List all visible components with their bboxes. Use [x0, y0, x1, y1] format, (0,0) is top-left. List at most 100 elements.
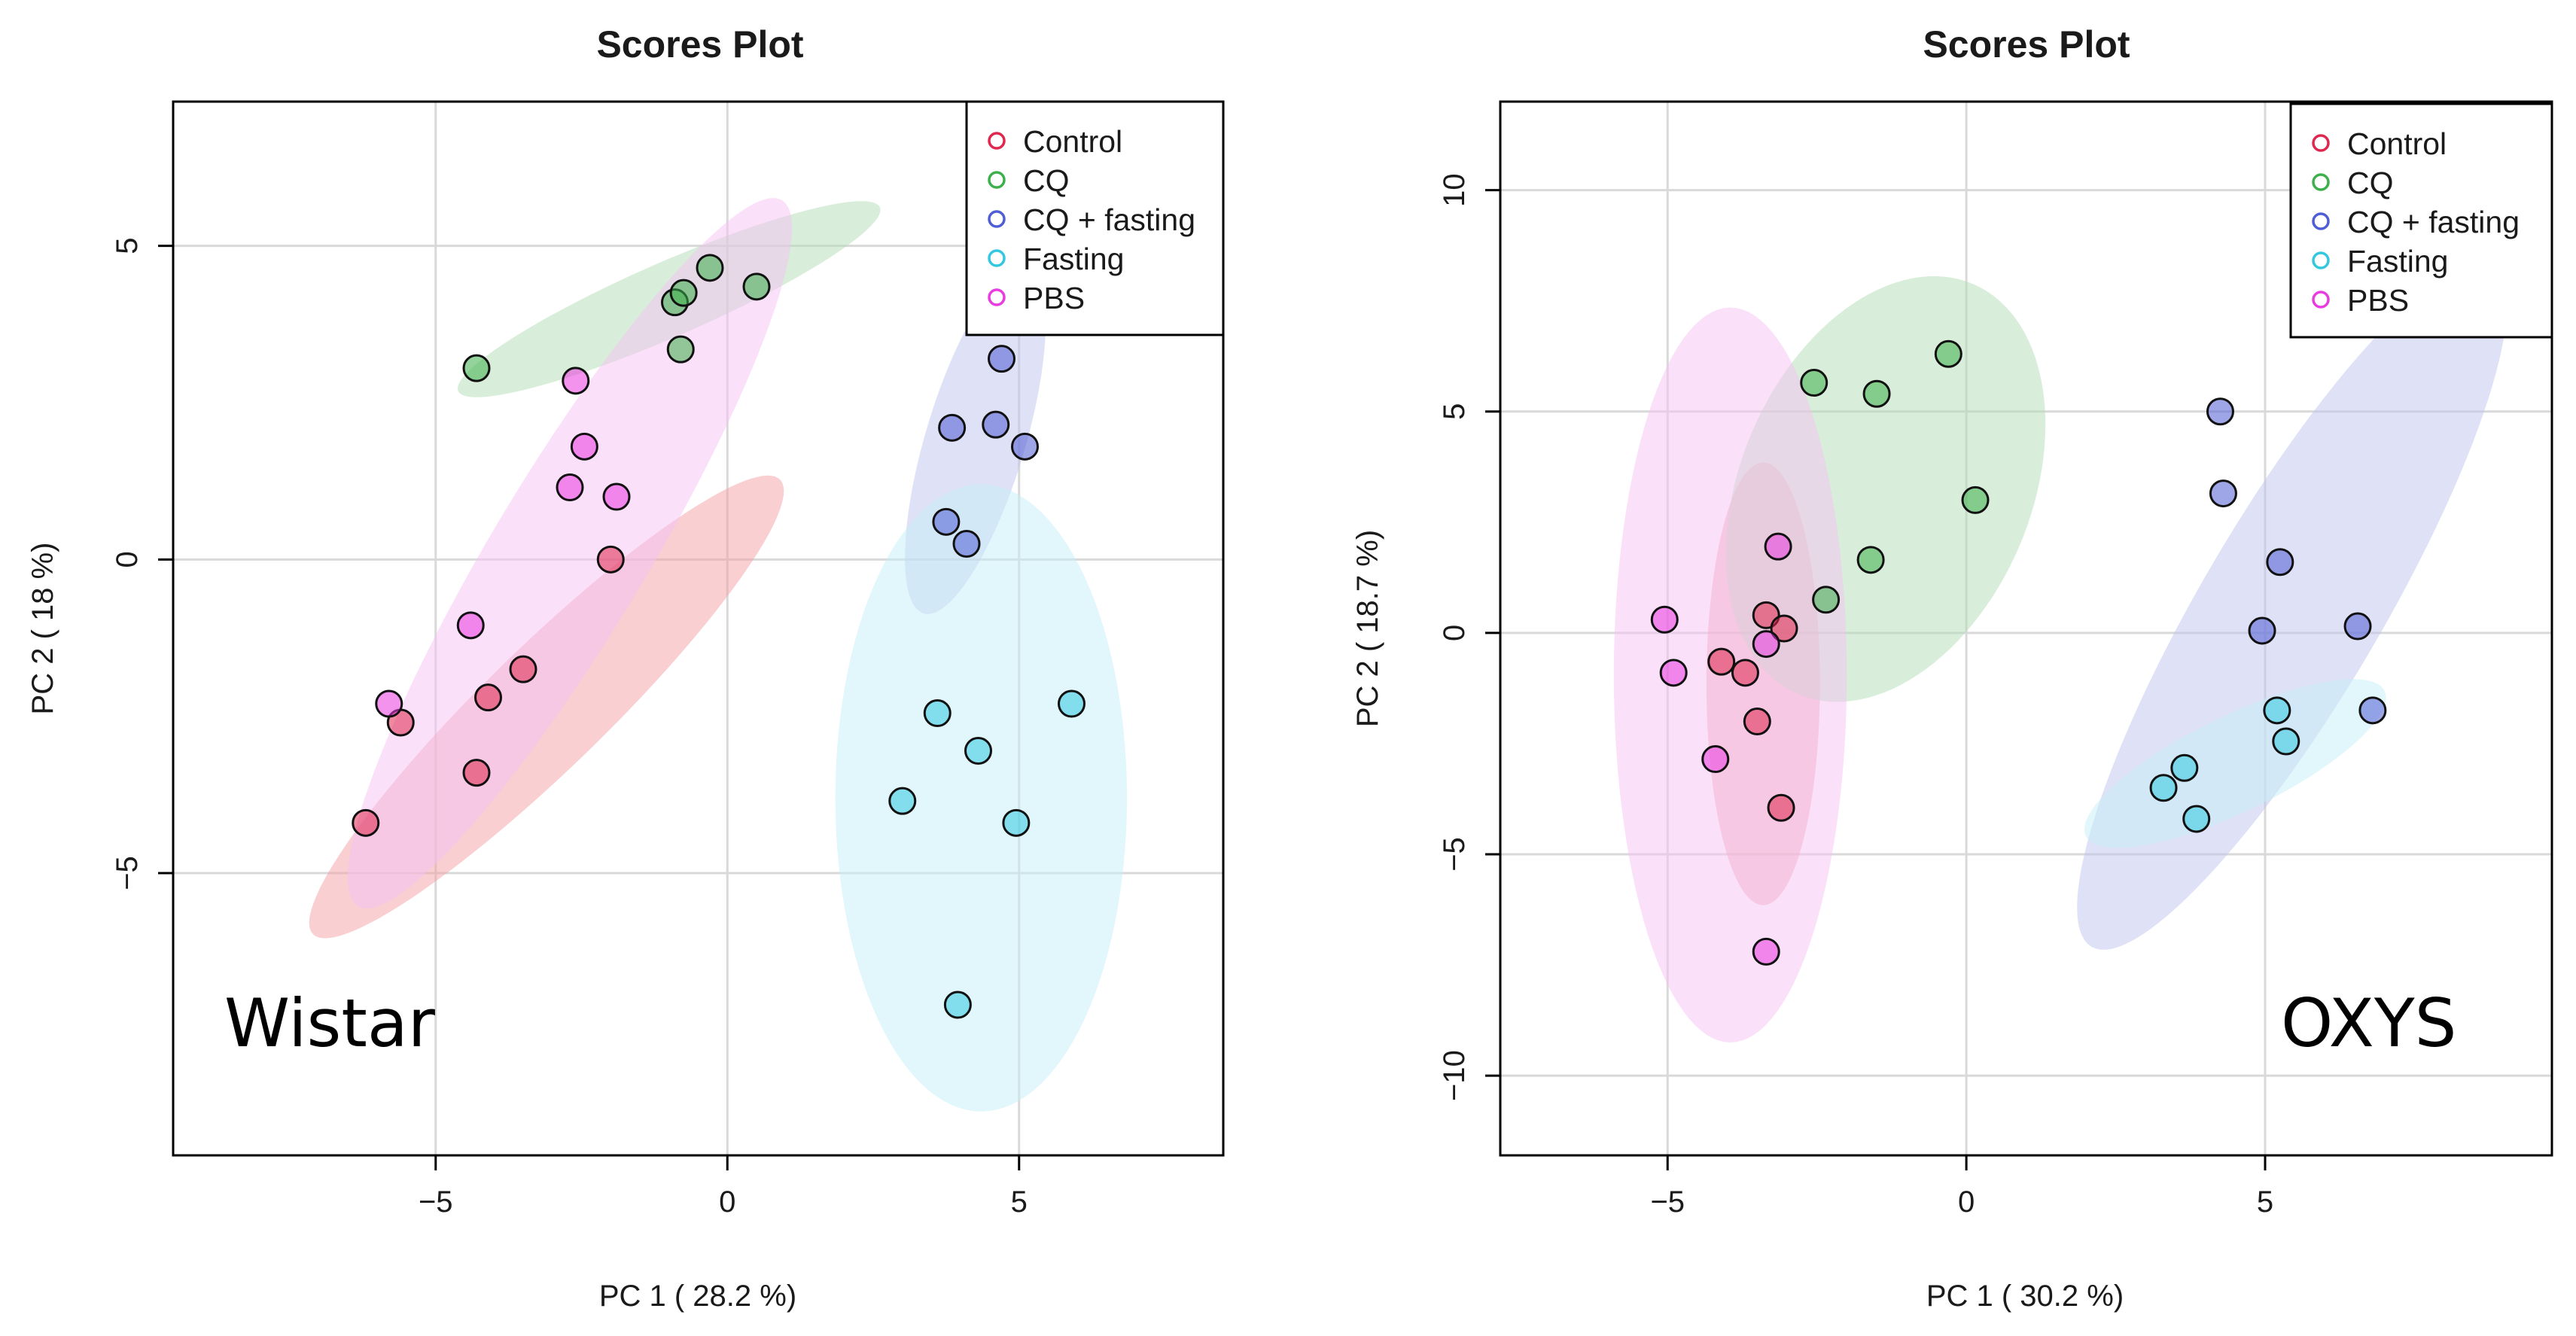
- point-cq: [1856, 546, 1885, 574]
- point-cq-fasting: [2248, 616, 2276, 645]
- point-fasting: [2170, 753, 2199, 782]
- legend-label: Control: [2347, 126, 2447, 161]
- point-fasting: [2263, 696, 2291, 725]
- y-axis: −5 0 5: [111, 238, 173, 890]
- point-cq: [462, 354, 491, 382]
- point-fasting: [2182, 805, 2211, 833]
- point-fasting: [923, 699, 952, 727]
- legend-label: CQ + fasting: [2347, 205, 2520, 239]
- ellipse-pbs: [1613, 307, 1847, 1042]
- point-cq-fasting: [1011, 432, 1039, 461]
- point-cq-fasting: [2266, 548, 2294, 577]
- point-control: [1731, 659, 1759, 687]
- x-tick-label: 0: [1958, 1185, 1975, 1219]
- legend: Control CQ CQ + fasting Fasting PBS: [2289, 102, 2553, 339]
- legend-marker: [2312, 134, 2330, 152]
- points: [1650, 339, 2387, 966]
- point-pbs: [1701, 745, 1730, 774]
- legend-marker: [2312, 212, 2330, 230]
- y-tick-label: −5: [1438, 837, 1471, 872]
- legend-box: [2289, 102, 2553, 339]
- point-cq: [1961, 485, 1990, 514]
- ellipse-fasting: [2084, 679, 2386, 848]
- legend-marker: [988, 171, 1006, 189]
- point-fasting: [1058, 689, 1086, 718]
- x-axis: −5 0 5: [419, 1154, 1028, 1219]
- point-pbs: [1650, 605, 1679, 634]
- legend-marker: [988, 249, 1006, 267]
- point-cq: [1800, 369, 1828, 397]
- x-axis: −5 0 5: [1650, 1154, 2273, 1219]
- legend-label: PBS: [2347, 283, 2409, 318]
- point-control: [352, 808, 380, 837]
- point-cq-fasting: [982, 410, 1010, 439]
- strain-annotation: Wistar: [224, 985, 436, 1062]
- point-cq-fasting: [938, 413, 967, 442]
- y-tick-label: 10: [1438, 173, 1471, 207]
- point-cq: [669, 278, 698, 307]
- y-axis-label: PC 2 ( 18 %): [26, 543, 59, 715]
- point-fasting: [943, 991, 972, 1019]
- chart-title: Scores Plot: [596, 23, 803, 65]
- x-axis-label: PC 1 ( 30.2 %): [1926, 1280, 2124, 1313]
- x-tick-label: 0: [719, 1185, 735, 1219]
- point-pbs: [1752, 630, 1780, 659]
- point-cq-fasting: [2343, 612, 2372, 641]
- y-tick-label: 5: [111, 238, 144, 254]
- point-control: [474, 683, 502, 712]
- ellipse-fasting: [835, 484, 1128, 1112]
- y-tick-label: −10: [1438, 1050, 1471, 1101]
- legend-label: CQ + fasting: [1023, 202, 1195, 237]
- point-pbs: [375, 689, 403, 718]
- point-pbs: [570, 432, 598, 461]
- point-cq-fasting: [2358, 696, 2387, 725]
- legend-label: PBS: [1023, 281, 1085, 315]
- legend-marker: [988, 288, 1006, 306]
- point-control: [1767, 793, 1795, 822]
- point-fasting: [888, 787, 917, 815]
- point-pbs: [602, 482, 631, 511]
- x-tick-label: 5: [2257, 1185, 2273, 1219]
- point-cq: [1934, 339, 1962, 368]
- y-tick-label: 0: [1438, 625, 1471, 641]
- point-control: [1707, 647, 1736, 676]
- point-control: [1770, 614, 1798, 643]
- y-tick-label: −5: [111, 856, 144, 890]
- x-tick-label: −5: [1650, 1185, 1685, 1219]
- point-fasting: [964, 737, 992, 765]
- point-cq-fasting: [952, 530, 981, 558]
- legend-label: CQ: [2347, 166, 2394, 200]
- legend-marker: [988, 210, 1006, 228]
- x-axis-label: PC 1 ( 28.2 %): [599, 1280, 796, 1313]
- legend-marker: [2312, 291, 2330, 309]
- panel-wistar: Scores Plot −5 0 5 −5 0 5 PC 1 ( 28.2 %) PC …: [26, 23, 1225, 1313]
- strain-annotation: OXYS: [2281, 985, 2457, 1062]
- legend-marker: [988, 132, 1006, 150]
- legend-label: Fasting: [1023, 242, 1124, 276]
- point-fasting: [2272, 727, 2300, 756]
- point-cq-fasting: [2206, 397, 2234, 426]
- ellipses: [309, 198, 1128, 1112]
- y-axis: −10 −5 0 5 10: [1438, 173, 1500, 1101]
- point-pbs: [456, 611, 485, 640]
- panel-oxys: Scores Plot −5 0 5 −10 −5 0 5 10 PC 1 ( 30.2 %…: [1351, 23, 2553, 1313]
- point-pbs: [556, 473, 584, 501]
- y-tick-label: 5: [1438, 403, 1471, 420]
- points: [352, 254, 1086, 1019]
- y-axis-label: PC 2 ( 18.7 %): [1351, 530, 1384, 727]
- point-fasting: [2149, 774, 2178, 802]
- point-control: [509, 655, 537, 683]
- point-fasting: [1002, 808, 1031, 837]
- point-cq: [742, 272, 771, 301]
- point-pbs: [1752, 937, 1780, 966]
- legend-label: Control: [1023, 124, 1122, 159]
- legend-label: CQ: [1023, 163, 1070, 198]
- y-tick-label: 0: [111, 551, 144, 568]
- point-cq: [1812, 586, 1841, 614]
- point-control: [462, 759, 491, 787]
- legend-marker: [2312, 251, 2330, 269]
- point-pbs: [1659, 659, 1688, 687]
- x-tick-label: −5: [419, 1185, 453, 1219]
- legend-marker: [2312, 173, 2330, 191]
